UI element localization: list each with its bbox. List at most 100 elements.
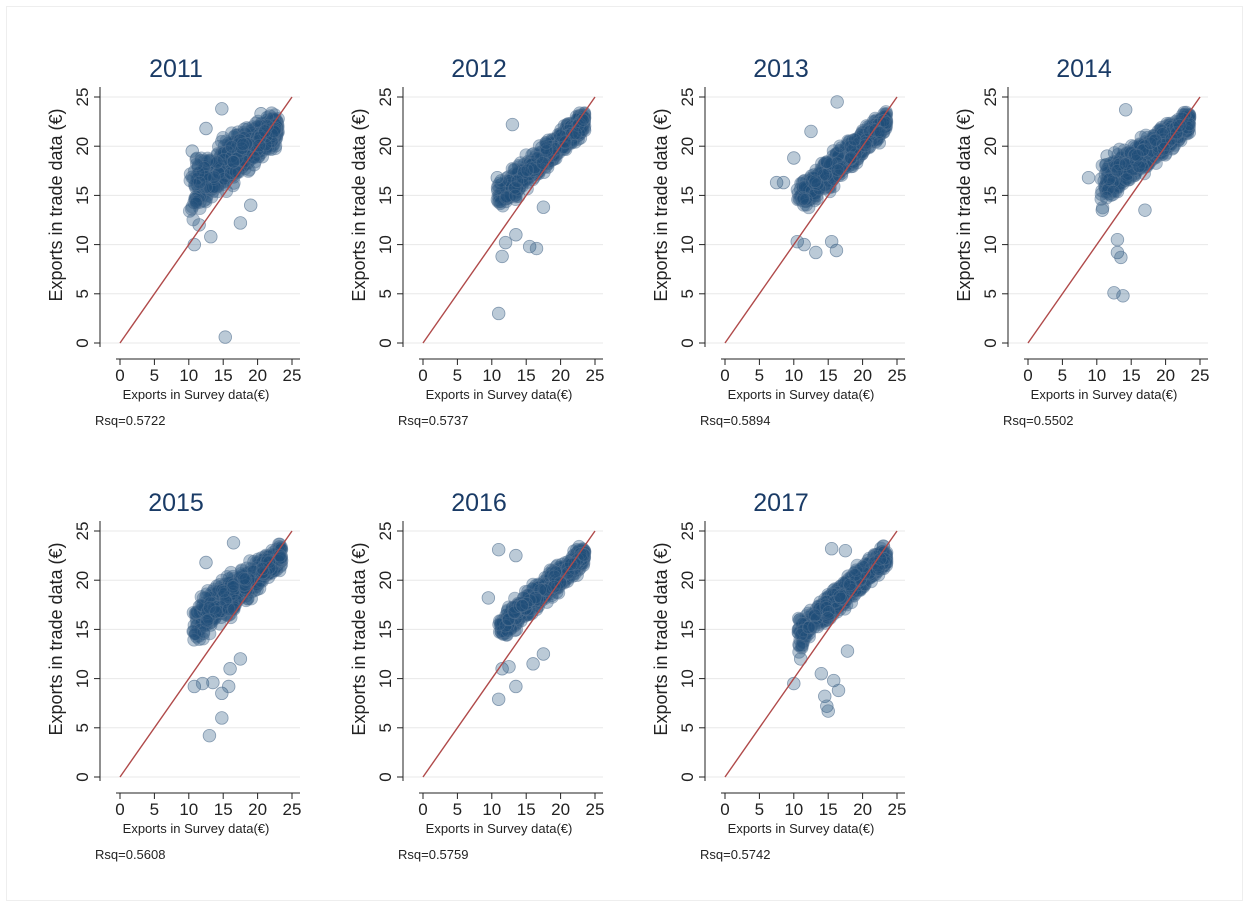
scatter-point — [237, 571, 251, 586]
x-tick-label: 15 — [214, 800, 233, 819]
x-tick-label: 10 — [179, 366, 198, 385]
scatter-point — [526, 657, 540, 671]
x-tick-label: 0 — [115, 800, 124, 819]
chart-title: 2017 — [753, 489, 809, 517]
scatter-point — [202, 728, 217, 743]
x-tick-label: 0 — [720, 800, 729, 819]
x-tick-label: 15 — [214, 366, 233, 385]
x-tick-label: 0 — [418, 366, 427, 385]
scatter-point — [797, 237, 811, 252]
y-tick-label: 10 — [981, 235, 1000, 254]
y-tick-label: 5 — [678, 723, 697, 732]
scatter-point — [529, 241, 544, 256]
scatter-point — [189, 196, 203, 211]
reference-line — [724, 530, 898, 778]
scatter-point — [776, 175, 791, 190]
scatter-point — [824, 542, 839, 556]
x-tick-label: 20 — [853, 800, 872, 819]
x-tick-label: 20 — [853, 366, 872, 385]
scatter-point — [218, 330, 232, 344]
scatter-point — [787, 151, 801, 165]
scatter-point — [236, 137, 250, 151]
y-axis-label: Exports in trade data (€) — [349, 542, 369, 735]
scatter-point — [185, 144, 199, 158]
x-axis-label: Exports in Survey data(€) — [1031, 387, 1178, 402]
scatter-point — [215, 102, 229, 116]
x-tick-label: 25 — [888, 800, 907, 819]
x-tick-label: 25 — [586, 800, 605, 819]
y-tick-label: 0 — [73, 338, 92, 347]
y-tick-label: 20 — [678, 571, 697, 590]
y-tick-label: 15 — [981, 186, 1000, 205]
y-tick-label: 10 — [73, 235, 92, 254]
x-tick-label: 0 — [115, 366, 124, 385]
scatter-point — [491, 542, 506, 557]
scatter-point — [508, 188, 523, 203]
x-tick-label: 5 — [453, 800, 462, 819]
scatter-point — [809, 245, 823, 260]
scatter-point — [509, 679, 523, 694]
scatter-point — [223, 662, 237, 676]
y-tick-label: 25 — [678, 522, 697, 541]
scatter-point — [481, 591, 496, 605]
scatter-point — [539, 136, 553, 150]
y-tick-label: 25 — [376, 522, 395, 541]
rsq-note: Rsq=0.5502 — [1003, 413, 1073, 428]
scatter-point — [1119, 172, 1134, 186]
scatter-point — [808, 608, 822, 623]
scatter-point — [491, 306, 506, 321]
x-tick-label: 5 — [755, 366, 764, 385]
x-tick-label: 5 — [755, 800, 764, 819]
y-tick-label: 5 — [678, 289, 697, 298]
scatter-point — [1081, 170, 1096, 185]
x-tick-label: 5 — [150, 366, 159, 385]
scatter-cloud — [182, 106, 285, 227]
scatter-point — [222, 679, 236, 694]
y-tick-label: 0 — [981, 338, 1000, 347]
scatter-point — [1110, 232, 1125, 247]
y-tick-label: 15 — [376, 186, 395, 205]
x-tick-label: 15 — [517, 366, 536, 385]
scatter-point — [821, 704, 835, 718]
scatter-point — [1100, 149, 1114, 163]
x-tick-label: 20 — [551, 800, 570, 819]
scatter-point — [831, 683, 846, 698]
rsq-note: Rsq=0.5608 — [95, 847, 165, 862]
scatter-point — [490, 170, 505, 185]
y-tick-label: 20 — [376, 137, 395, 156]
x-tick-label: 0 — [418, 800, 427, 819]
scatter-point — [233, 216, 248, 230]
x-tick-label: 10 — [1087, 366, 1106, 385]
x-axis-label: Exports in Survey data(€) — [123, 387, 270, 402]
y-tick-label: 0 — [678, 772, 697, 781]
y-tick-label: 10 — [376, 235, 395, 254]
scatter-point — [190, 157, 204, 171]
scatter-point — [838, 543, 853, 558]
y-tick-label: 20 — [678, 137, 697, 156]
scatter-point — [1138, 203, 1152, 217]
x-tick-label: 15 — [819, 800, 838, 819]
x-tick-label: 25 — [283, 800, 302, 819]
y-tick-label: 15 — [376, 620, 395, 639]
scatter-point — [814, 666, 829, 681]
y-tick-label: 20 — [981, 137, 1000, 156]
y-tick-label: 10 — [678, 235, 697, 254]
x-tick-label: 25 — [888, 366, 907, 385]
scatter-point — [819, 155, 834, 169]
rsq-note: Rsq=0.5759 — [398, 847, 468, 862]
scatter-point — [505, 117, 520, 132]
scatter-point — [807, 620, 821, 634]
scatter-point — [204, 230, 218, 244]
scatter-point — [233, 652, 248, 666]
rsq-note: Rsq=0.5894 — [700, 413, 770, 428]
scatter-point — [226, 536, 241, 550]
reference-line — [422, 530, 596, 778]
scatter-point — [808, 174, 823, 188]
scatter-point — [568, 126, 583, 141]
scatter-point — [498, 235, 513, 250]
scatter-point — [577, 548, 591, 562]
scatter-point — [188, 627, 202, 641]
